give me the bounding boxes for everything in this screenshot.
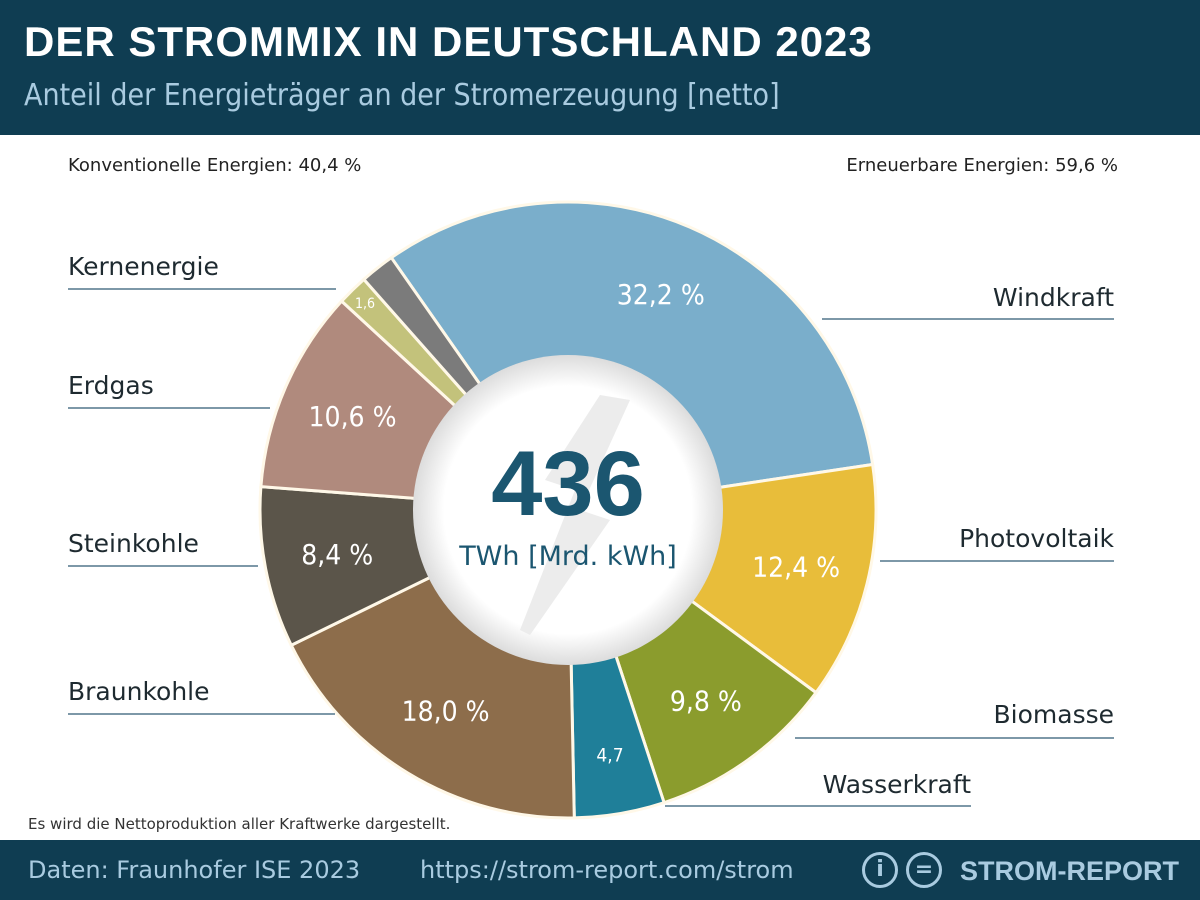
value-label-braunkohle: 18,0 % (402, 695, 490, 728)
value-label-windkraft: 32,2 % (617, 278, 705, 311)
leader-line-biomasse (795, 737, 1114, 739)
value-label-steinkohle: 8,4 % (301, 538, 373, 571)
lightning-icon (520, 395, 630, 635)
footnote: Es wird die Nettoproduktion aller Kraftw… (28, 815, 451, 833)
legend-steinkohle: Steinkohle (68, 529, 199, 558)
leader-line-erdgas (68, 407, 270, 409)
leader-line-wasserkraft (665, 805, 971, 807)
total-unit: TWh [Mrd. kWh] (458, 541, 677, 572)
value-label-biomasse: 9,8 % (670, 684, 742, 717)
header: DER STROMMIX IN DEUTSCHLAND 2023 Anteil … (0, 0, 1200, 135)
legend-wasserkraft: Wasserkraft (822, 770, 971, 799)
legend-braunkohle: Braunkohle (68, 677, 210, 706)
legend-windkraft: Windkraft (992, 283, 1114, 312)
chart-subtitle: Anteil der Energieträger an der Stromerz… (24, 78, 780, 113)
conventional-share: Konventionelle Energien: 40,4 % (68, 155, 362, 176)
legend-kernenergie: Kernenergie (68, 252, 219, 281)
legend-photovoltaik: Photovoltaik (959, 524, 1114, 553)
value-label-photovoltaik: 12,4 % (752, 551, 840, 584)
data-source: Daten: Fraunhofer ISE 2023 (28, 856, 361, 884)
leader-line-kernenergie (68, 288, 336, 290)
leader-line-photovoltaik (880, 560, 1114, 562)
renewable-share: Erneuerbare Energien: 59,6 % (846, 155, 1118, 176)
value-label-wasserkraft: 4,7 (596, 744, 623, 766)
value-label-erdgas: 10,6 % (309, 400, 397, 433)
equals-icon: = (906, 852, 942, 888)
legend-erdgas: Erdgas (68, 371, 154, 400)
leader-line-windkraft (822, 318, 1114, 320)
total-value: 436 (491, 433, 645, 535)
info-person-icon: i (862, 852, 898, 888)
chart-title: DER STROMMIX IN DEUTSCHLAND 2023 (24, 18, 873, 65)
legend-biomasse: Biomasse (993, 700, 1115, 729)
value-label-kernenergie: 1,6 (355, 296, 375, 312)
brand-logo: STROM-REPORT (960, 856, 1179, 886)
footer: Daten: Fraunhofer ISE 2023 https://strom… (0, 840, 1200, 900)
leader-line-steinkohle (68, 565, 258, 567)
source-url[interactable]: https://strom-report.com/strom (420, 856, 794, 884)
leader-line-braunkohle (68, 713, 335, 715)
